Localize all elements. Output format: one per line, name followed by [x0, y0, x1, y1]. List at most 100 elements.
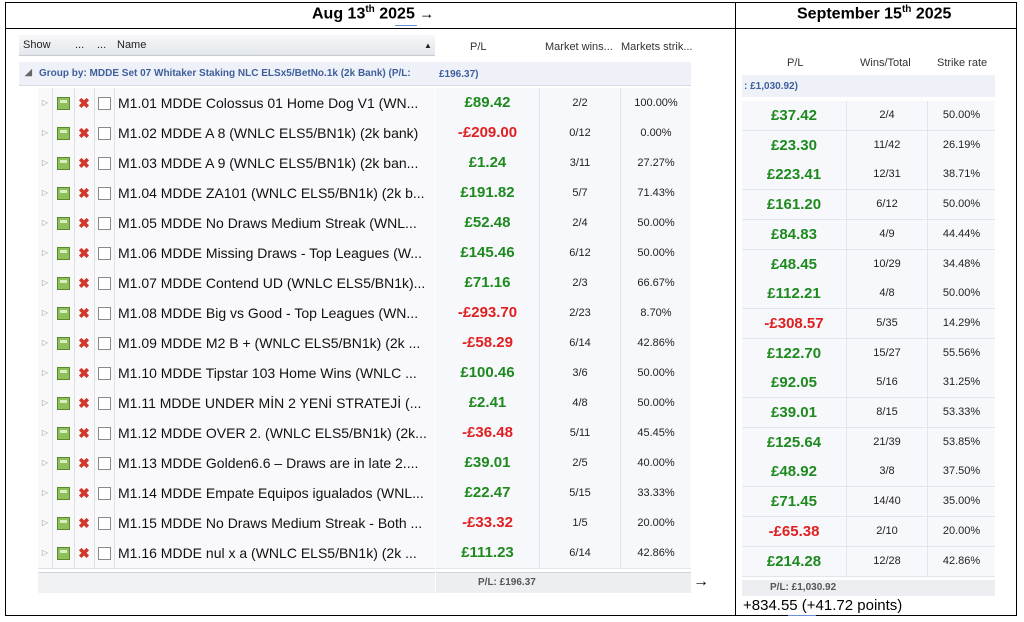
delete-icon[interactable]: ✖: [74, 388, 95, 418]
spreadsheet-icon[interactable]: [52, 178, 75, 208]
table-row[interactable]: ▷ ✖ M1.10 MDDE Tipstar 103 Home Wins (WNLC…: [38, 358, 435, 389]
spreadsheet-icon[interactable]: [52, 88, 75, 118]
row-checkbox[interactable]: [94, 418, 115, 448]
delete-icon[interactable]: ✖: [74, 118, 95, 148]
delete-icon[interactable]: ✖: [74, 238, 95, 268]
right-wins-header[interactable]: Wins/Total: [860, 57, 911, 69]
spreadsheet-icon[interactable]: [52, 538, 75, 568]
spreadsheet-icon[interactable]: [52, 328, 75, 358]
right-strike-header[interactable]: Strike rate: [937, 57, 988, 69]
expand-arrow-icon[interactable]: ▷: [38, 238, 53, 268]
expand-arrow-icon[interactable]: ▷: [38, 178, 53, 208]
table-row[interactable]: ▷ ✖ M1.03 MDDE A 9 (WNLC ELS5/BN1k) (2k ba…: [38, 148, 435, 179]
column-show[interactable]: Show: [23, 39, 51, 51]
spreadsheet-icon[interactable]: [52, 388, 75, 418]
delete-icon[interactable]: ✖: [74, 148, 95, 178]
row-checkbox[interactable]: [94, 178, 115, 208]
delete-icon[interactable]: ✖: [74, 538, 95, 568]
row-checkbox[interactable]: [94, 208, 115, 238]
delete-icon[interactable]: ✖: [74, 208, 95, 238]
expand-arrow-icon[interactable]: ▷: [38, 148, 53, 178]
spreadsheet-icon[interactable]: [52, 208, 75, 238]
column-dots-1[interactable]: ...: [75, 39, 85, 51]
table-row[interactable]: ▷ ✖ M1.09 MDDE M2 B + (WNLC ELS5/BN1k) (2k…: [38, 328, 435, 359]
table-row[interactable]: ▷ ✖ M1.15 MDDE No Draws Medium Streak - Bo…: [38, 508, 435, 539]
row-checkbox[interactable]: [94, 478, 115, 508]
column-name[interactable]: Name: [117, 39, 147, 51]
collapse-triangle-icon[interactable]: ◢: [25, 67, 32, 77]
left-pl-header[interactable]: P/L: [470, 41, 487, 53]
table-row[interactable]: ▷ ✖ M1.13 MDDE Golden6.6 – Draws are in la…: [38, 448, 435, 479]
expand-arrow-icon[interactable]: ▷: [38, 298, 53, 328]
delete-icon[interactable]: ✖: [74, 418, 95, 448]
expand-arrow-icon[interactable]: ▷: [38, 358, 53, 388]
delete-icon[interactable]: ✖: [74, 88, 95, 118]
table-row[interactable]: ▷ ✖ M1.07 MDDE Contend UD (WNLC ELS5/BN1k)…: [38, 268, 435, 299]
expand-arrow-icon[interactable]: ▷: [38, 448, 53, 478]
row-checkbox[interactable]: [94, 508, 115, 538]
row-checkbox[interactable]: [94, 448, 115, 478]
right-group-bar[interactable]: : £1,030.92): [742, 75, 995, 97]
right-wins-value: 3/8: [847, 457, 928, 487]
expand-arrow-icon[interactable]: ▷: [38, 538, 53, 568]
table-row[interactable]: ▷ ✖ M1.01 MDDE Colossus 01 Home Dog V1 (WN…: [38, 88, 435, 119]
strategy-name: M1.09 MDDE M2 B + (WNLC ELS5/BN1k) (2k .…: [118, 335, 421, 351]
right-strike-value: 14.29%: [942, 316, 981, 329]
table-row[interactable]: ▷ ✖ M1.04 MDDE ZA101 (WNLC ELS5/BN1k) (2k …: [38, 178, 435, 209]
spreadsheet-icon[interactable]: [52, 448, 75, 478]
spreadsheet-icon[interactable]: [52, 478, 75, 508]
table-row[interactable]: ▷ ✖ M1.11 MDDE UNDER MİN 2 YENİ STRATEJİ (…: [38, 388, 435, 419]
row-checkbox[interactable]: [94, 298, 115, 328]
delete-icon[interactable]: ✖: [74, 358, 95, 388]
expand-arrow-icon[interactable]: ▷: [38, 88, 53, 118]
spreadsheet-icon[interactable]: [52, 418, 75, 448]
row-checkbox[interactable]: [94, 238, 115, 268]
table-row[interactable]: ▷ ✖ M1.02 MDDE A 8 (WNLC ELS5/BN1k) (2k ba…: [38, 118, 435, 149]
column-dots-2[interactable]: ...: [97, 39, 107, 51]
right-pl-header[interactable]: P/L: [787, 57, 804, 69]
expand-arrow-icon[interactable]: ▷: [38, 388, 53, 418]
row-checkbox[interactable]: [94, 388, 115, 418]
group-bar[interactable]: ◢ Group by: MDDE Set 07 Whitaker Staking…: [19, 62, 691, 86]
delete-icon[interactable]: ✖: [74, 508, 95, 538]
right-pl-value: -£308.57: [742, 308, 847, 338]
left-wins-header[interactable]: Market wins...: [545, 41, 613, 53]
spreadsheet-icon[interactable]: [52, 268, 75, 298]
row-checkbox[interactable]: [94, 358, 115, 388]
expand-arrow-icon[interactable]: ▷: [38, 478, 53, 508]
expand-arrow-icon[interactable]: ▷: [38, 508, 53, 538]
table-row[interactable]: ▷ ✖ M1.05 MDDE No Draws Medium Streak (WNL…: [38, 208, 435, 239]
spreadsheet-icon[interactable]: [52, 148, 75, 178]
delete-icon[interactable]: ✖: [74, 328, 95, 358]
row-checkbox[interactable]: [94, 88, 115, 118]
row-checkbox[interactable]: [94, 328, 115, 358]
table-row[interactable]: ▷ ✖ M1.06 MDDE Missing Draws - Top Leagues…: [38, 238, 435, 269]
table-row[interactable]: ▷ ✖ M1.14 MDDE Empate Equipos igualados (W…: [38, 478, 435, 509]
delete-icon[interactable]: ✖: [74, 268, 95, 298]
spreadsheet-icon[interactable]: [52, 508, 75, 538]
table-row[interactable]: ▷ ✖ M1.16 MDDE nul x a (WNLC ELS5/BN1k) (2…: [38, 538, 435, 569]
expand-arrow-icon[interactable]: ▷: [38, 268, 53, 298]
expand-arrow-icon[interactable]: ▷: [38, 208, 53, 238]
delete-icon[interactable]: ✖: [74, 178, 95, 208]
delete-icon[interactable]: ✖: [74, 298, 95, 328]
spreadsheet-icon[interactable]: [52, 358, 75, 388]
delete-icon[interactable]: ✖: [74, 478, 95, 508]
spreadsheet-icon[interactable]: [52, 238, 75, 268]
spreadsheet-icon[interactable]: [52, 118, 75, 148]
left-strike-header[interactable]: Markets strik...: [621, 41, 693, 53]
right-row: £37.42 2/4 50.00%: [742, 101, 995, 131]
row-checkbox[interactable]: [94, 538, 115, 568]
expand-arrow-icon[interactable]: ▷: [38, 418, 53, 448]
row-checkbox[interactable]: [94, 148, 115, 178]
delete-icon[interactable]: ✖: [74, 448, 95, 478]
triangle-up-icon[interactable]: ▲: [424, 41, 432, 50]
spreadsheet-icon[interactable]: [52, 298, 75, 328]
table-row[interactable]: ▷ ✖ M1.08 MDDE Big vs Good - Top Leagues (…: [38, 298, 435, 329]
table-row[interactable]: ▷ ✖ M1.12 MDDE OVER 2. (WNLC ELS5/BN1k) (2…: [38, 418, 435, 449]
row-checkbox[interactable]: [94, 118, 115, 148]
strike-value: 42.86%: [637, 547, 675, 559]
expand-arrow-icon[interactable]: ▷: [38, 328, 53, 358]
row-checkbox[interactable]: [94, 268, 115, 298]
expand-arrow-icon[interactable]: ▷: [38, 118, 53, 148]
